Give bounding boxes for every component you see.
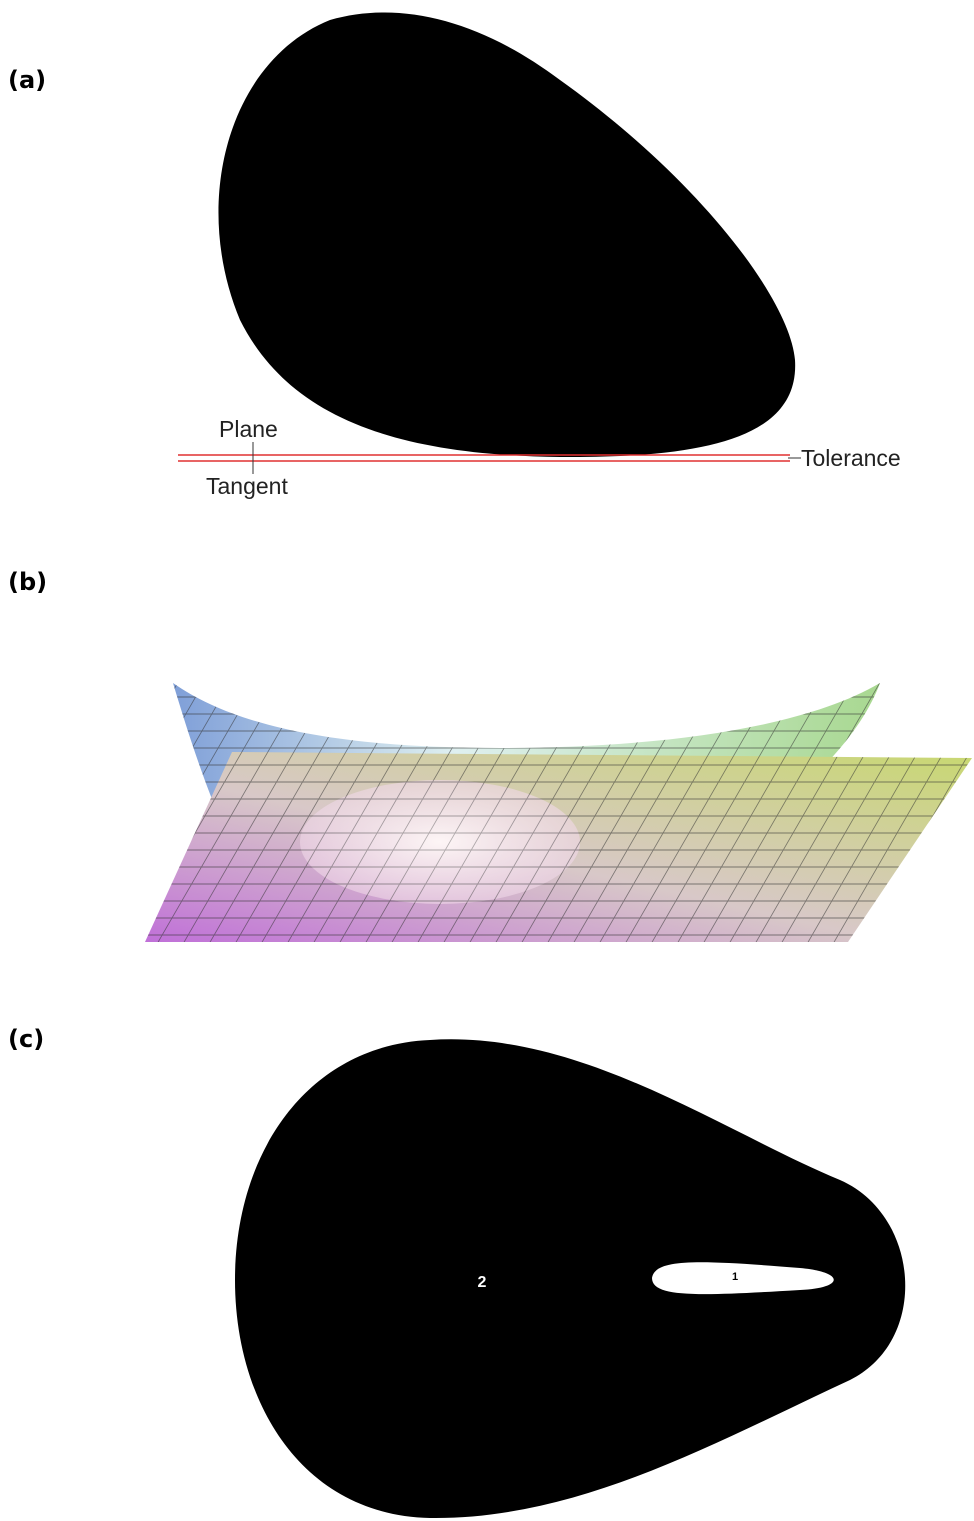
panel-label: (b): [8, 568, 47, 596]
solid-shape: [218, 13, 795, 458]
panel-label: (a): [8, 66, 46, 94]
region-label: 2: [478, 1274, 487, 1291]
annotation: Tolerance: [801, 445, 901, 471]
panel-label: (c): [8, 1025, 44, 1053]
annotation: Plane: [219, 416, 278, 442]
surface-plot: [145, 683, 972, 942]
annotation: Tangent: [206, 473, 288, 499]
region-label: 1: [732, 1271, 738, 1283]
figure: (a) Plane Tangent Tolerance (b) (c) 2 1: [0, 0, 974, 1521]
